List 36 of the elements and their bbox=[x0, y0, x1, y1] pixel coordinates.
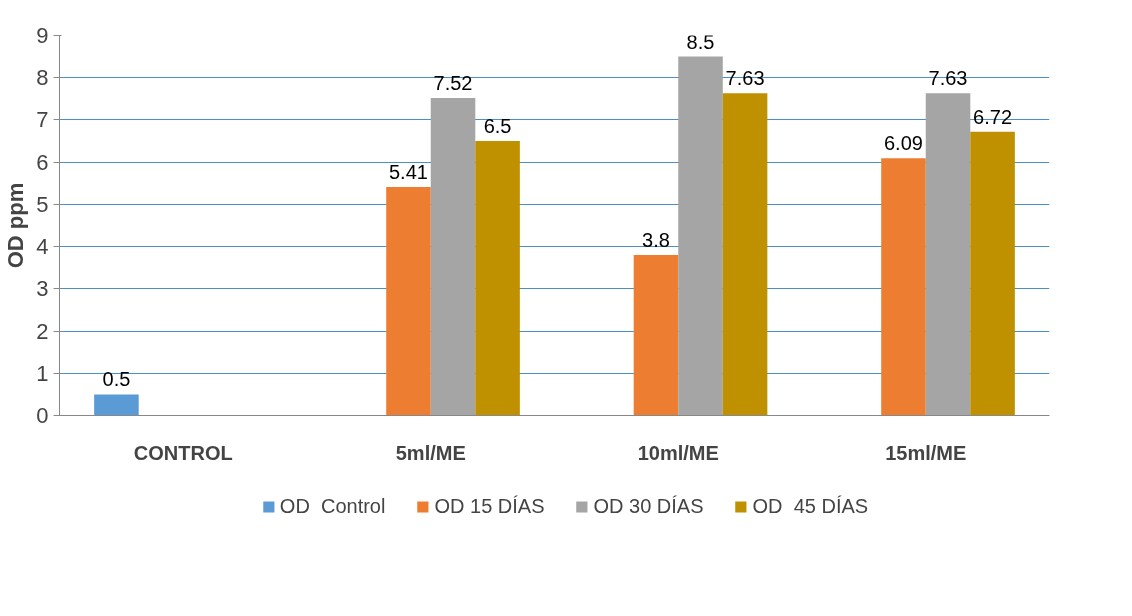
bar bbox=[475, 141, 520, 416]
x-tick-label: CONTROL bbox=[133, 441, 233, 464]
bar bbox=[94, 394, 139, 416]
x-tick-label: 5ml/ME bbox=[395, 441, 466, 464]
y-tick-label: 5 bbox=[36, 191, 49, 217]
bar bbox=[430, 97, 476, 416]
data-label: 3.8 bbox=[642, 229, 670, 252]
y-tick-label: 7 bbox=[36, 107, 49, 133]
y-tick-label: 4 bbox=[36, 234, 49, 260]
data-label: 8.5 bbox=[686, 30, 715, 53]
bar bbox=[970, 131, 1015, 416]
y-axis-title: OD ppm bbox=[3, 182, 29, 269]
x-tick-label: 15ml/ME bbox=[885, 441, 967, 464]
bar bbox=[881, 158, 926, 416]
bar bbox=[678, 56, 723, 416]
y-tick-label: 8 bbox=[36, 65, 49, 91]
y-tick-label: 3 bbox=[36, 276, 49, 302]
data-label: 7.52 bbox=[433, 71, 473, 94]
data-label: 6.09 bbox=[884, 132, 923, 155]
data-label: 0.5 bbox=[102, 368, 131, 391]
bar bbox=[722, 93, 768, 416]
bar bbox=[633, 255, 679, 416]
x-tick-label: 10ml/ME bbox=[637, 441, 719, 464]
data-label: 6.5 bbox=[483, 115, 512, 138]
bar bbox=[386, 187, 431, 416]
legend-label: OD 45 DÍAS bbox=[752, 494, 869, 518]
y-tick-label: 9 bbox=[36, 23, 49, 48]
data-label: 5.41 bbox=[389, 161, 428, 184]
y-tick-label: 1 bbox=[36, 360, 49, 386]
y-tick-label: 0 bbox=[36, 403, 49, 428]
y-tick-label: 6 bbox=[36, 149, 49, 175]
bar bbox=[925, 93, 971, 416]
legend-label: OD Control bbox=[279, 494, 386, 518]
y-tick-label: 2 bbox=[36, 318, 49, 344]
legend-label: OD 30 DÍAS bbox=[593, 494, 704, 518]
legend-label: OD 15 DÍAS bbox=[434, 494, 545, 518]
